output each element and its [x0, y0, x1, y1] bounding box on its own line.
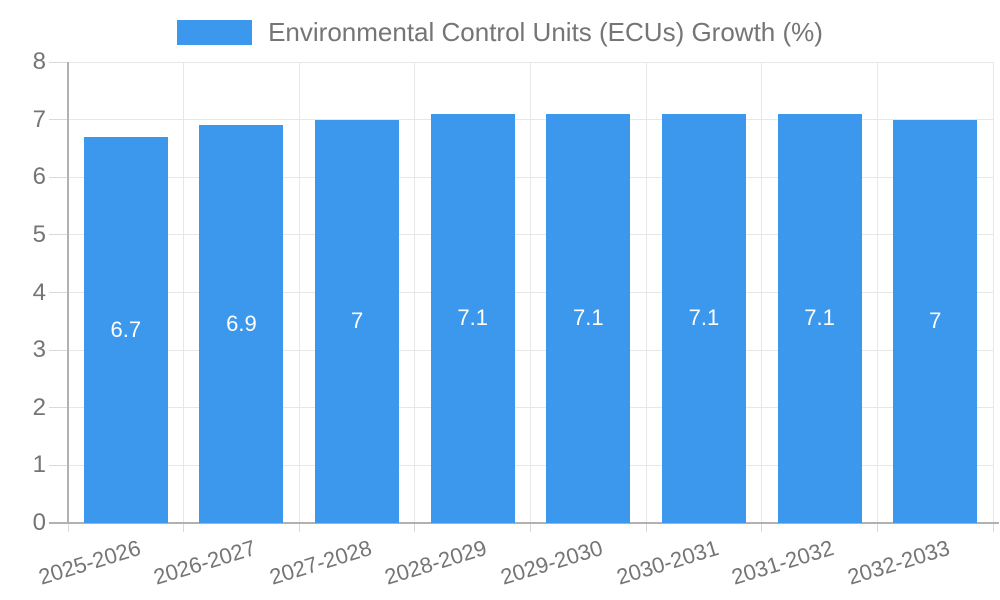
x-axis-tick-label: 2030-2031: [613, 535, 722, 590]
y-axis-tick: [49, 234, 68, 236]
bar-value-label: 7.1: [573, 305, 604, 331]
y-axis-tick: [49, 349, 68, 351]
x-axis-line: [49, 522, 999, 524]
bar[interactable]: [777, 113, 862, 523]
y-axis-tick-label: 3: [32, 336, 46, 364]
gridline-vertical: [761, 62, 763, 523]
y-axis-tick-label: 6: [32, 163, 46, 191]
bar-value-label: 7: [350, 308, 364, 334]
y-axis-tick: [49, 292, 68, 293]
bar[interactable]: [893, 119, 978, 523]
x-axis-tick-label: 2026-2027: [150, 535, 259, 590]
x-axis-tick: [67, 523, 69, 532]
y-axis-tick: [49, 61, 68, 63]
x-axis-tick-label: 2028-2029: [382, 535, 490, 590]
x-axis-tick-label: 2025-2026: [35, 535, 144, 590]
gridline-vertical: [298, 62, 300, 523]
x-axis-tick: [992, 523, 994, 532]
gridline-vertical: [645, 62, 647, 523]
y-axis-line: [67, 62, 69, 523]
x-axis-tick-label: 2031-2032: [728, 535, 837, 590]
bar[interactable]: [430, 113, 515, 523]
x-axis-tick: [645, 523, 647, 532]
gridline-vertical: [992, 62, 994, 523]
legend-label: Environmental Control Units (ECUs) Growt…: [268, 17, 823, 47]
x-axis-tick-label: 2027-2028: [266, 535, 375, 590]
bar[interactable]: [546, 113, 631, 523]
gridline-vertical: [530, 62, 531, 523]
bar[interactable]: [83, 136, 168, 523]
y-axis-tick-label: 8: [32, 48, 46, 75]
x-axis-tick: [183, 523, 185, 532]
bar[interactable]: [661, 113, 746, 523]
bar-value-label: 7.1: [457, 305, 488, 331]
y-axis-tick: [49, 407, 68, 409]
y-axis-tick-label: 7: [32, 105, 46, 133]
x-axis-tick: [414, 523, 416, 532]
bar[interactable]: [199, 125, 284, 523]
y-axis-tick-label: 2: [32, 393, 46, 421]
y-axis-tick-label: 5: [32, 220, 46, 248]
x-axis-tick: [761, 523, 763, 532]
x-axis-tick-label: 2029-2030: [497, 535, 606, 590]
x-axis-tick: [298, 523, 300, 532]
x-axis-tick: [530, 523, 531, 532]
legend-item[interactable]: Environmental Control Units (ECUs) Growt…: [0, 16, 1000, 48]
bar[interactable]: [315, 119, 400, 523]
x-axis-tick: [876, 523, 878, 532]
y-axis-tick: [49, 119, 68, 121]
y-axis-tick: [49, 464, 68, 466]
bar-value-label: 7: [929, 308, 942, 334]
legend-swatch: [177, 19, 253, 45]
bar-value-label: 6.9: [226, 311, 257, 337]
y-axis-tick: [49, 176, 68, 178]
bar-value-label: 7.1: [804, 305, 835, 331]
y-axis-tick-label: 4: [32, 278, 46, 306]
bar-value-label: 6.7: [110, 316, 142, 342]
gridline-vertical: [183, 62, 185, 523]
gridline-vertical: [414, 62, 416, 523]
gridline-vertical: [876, 62, 878, 523]
bar-value-label: 7.1: [688, 305, 720, 331]
y-axis-tick-label: 1: [32, 451, 46, 479]
y-axis-tick-label: 0: [32, 509, 46, 536]
x-axis-tick-label: 2032-2033: [844, 535, 953, 590]
